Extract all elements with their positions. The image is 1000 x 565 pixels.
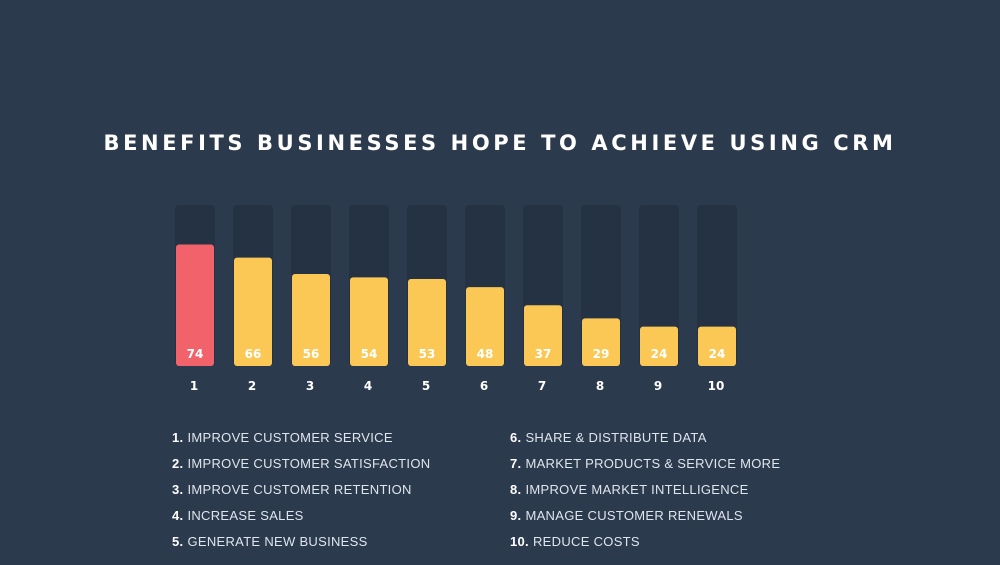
category-label: 5 [422, 379, 430, 393]
bar [582, 318, 620, 366]
legend-text: SHARE & DISTRIBUTE DATA [525, 430, 707, 445]
bar-value-label: 74 [187, 347, 204, 361]
legend-number: 7. [510, 456, 522, 471]
bar [524, 305, 562, 366]
legend-item: 5. GENERATE NEW BUSINESS [172, 532, 430, 558]
legend-number: 5. [172, 534, 184, 549]
legend-number: 2. [172, 456, 184, 471]
legend-number: 3. [172, 482, 184, 497]
legend-item: 9. MANAGE CUSTOMER RENEWALS [510, 506, 780, 532]
legend-item: 10. REDUCE COSTS [510, 532, 780, 558]
legend-text: IMPROVE MARKET INTELLIGENCE [525, 482, 749, 497]
bar-value-label: 24 [709, 347, 726, 361]
bar-value-label: 48 [477, 347, 494, 361]
legend-item: 3. IMPROVE CUSTOMER RETENTION [172, 480, 430, 506]
legend-text: GENERATE NEW BUSINESS [187, 534, 368, 549]
legend-text: REDUCE COSTS [532, 534, 640, 549]
legend-number: 4. [172, 508, 184, 523]
legend-item: 4. INCREASE SALES [172, 506, 430, 532]
bar-value-label: 66 [245, 347, 262, 361]
legend-item: 1. IMPROVE CUSTOMER SERVICE [172, 428, 430, 454]
bar-track [639, 205, 679, 366]
bar [292, 274, 330, 366]
legend-text: IMPROVE CUSTOMER SERVICE [187, 430, 393, 445]
legend-item: 8. IMPROVE MARKET INTELLIGENCE [510, 480, 780, 506]
chart-title: BENEFITS BUSINESSES HOPE TO ACHIEVE USIN… [103, 131, 897, 155]
bar [466, 287, 504, 366]
category-label: 10 [708, 379, 725, 393]
legend-text: MARKET PRODUCTS & SERVICE MORE [525, 456, 781, 471]
legend-right-column: 6. SHARE & DISTRIBUTE DATA 7. MARKET PRODU… [510, 428, 780, 558]
category-label: 4 [364, 379, 372, 393]
category-label: 1 [190, 379, 198, 393]
bar-value-label: 54 [361, 347, 378, 361]
legend-number: 1. [172, 430, 184, 445]
category-label: 2 [248, 379, 256, 393]
bar [350, 277, 388, 366]
legend-left-column: 1. IMPROVE CUSTOMER SERVICE 2. IMPROVE CUS… [172, 428, 430, 558]
legend-text: IMPROVE CUSTOMER SATISFACTION [187, 456, 431, 471]
legend-item: 7. MARKET PRODUCTS & SERVICE MORE [510, 454, 780, 480]
category-label: 7 [538, 379, 546, 393]
bar-value-label: 53 [419, 347, 436, 361]
bar-value-label: 37 [535, 347, 552, 361]
bar [408, 278, 446, 366]
legend-number: 9. [510, 508, 522, 523]
bar [698, 326, 736, 366]
category-label: 9 [654, 379, 662, 393]
bar-track [697, 205, 737, 366]
legend-text: INCREASE SALES [187, 508, 304, 523]
bar-value-label: 29 [593, 347, 610, 361]
category-label: 3 [306, 379, 314, 393]
bar [640, 326, 678, 366]
category-label: 8 [596, 379, 604, 393]
legend-item: 6. SHARE & DISTRIBUTE DATA [510, 428, 780, 454]
legend-item: 2. IMPROVE CUSTOMER SATISFACTION [172, 454, 430, 480]
bar [234, 257, 272, 366]
legend-number: 10. [510, 534, 529, 549]
legend-text: MANAGE CUSTOMER RENEWALS [525, 508, 743, 523]
legend-number: 8. [510, 482, 522, 497]
category-label: 6 [480, 379, 488, 393]
bar-value-label: 56 [303, 347, 320, 361]
bar-value-label: 24 [651, 347, 668, 361]
bar [176, 244, 214, 366]
legend-number: 6. [510, 430, 522, 445]
legend-text: IMPROVE CUSTOMER RETENTION [187, 482, 412, 497]
bar-chart: 74 1 66 2 56 3 54 4 53 5 48 6 37 7 29 8 24 9 24 10 [176, 205, 737, 393]
